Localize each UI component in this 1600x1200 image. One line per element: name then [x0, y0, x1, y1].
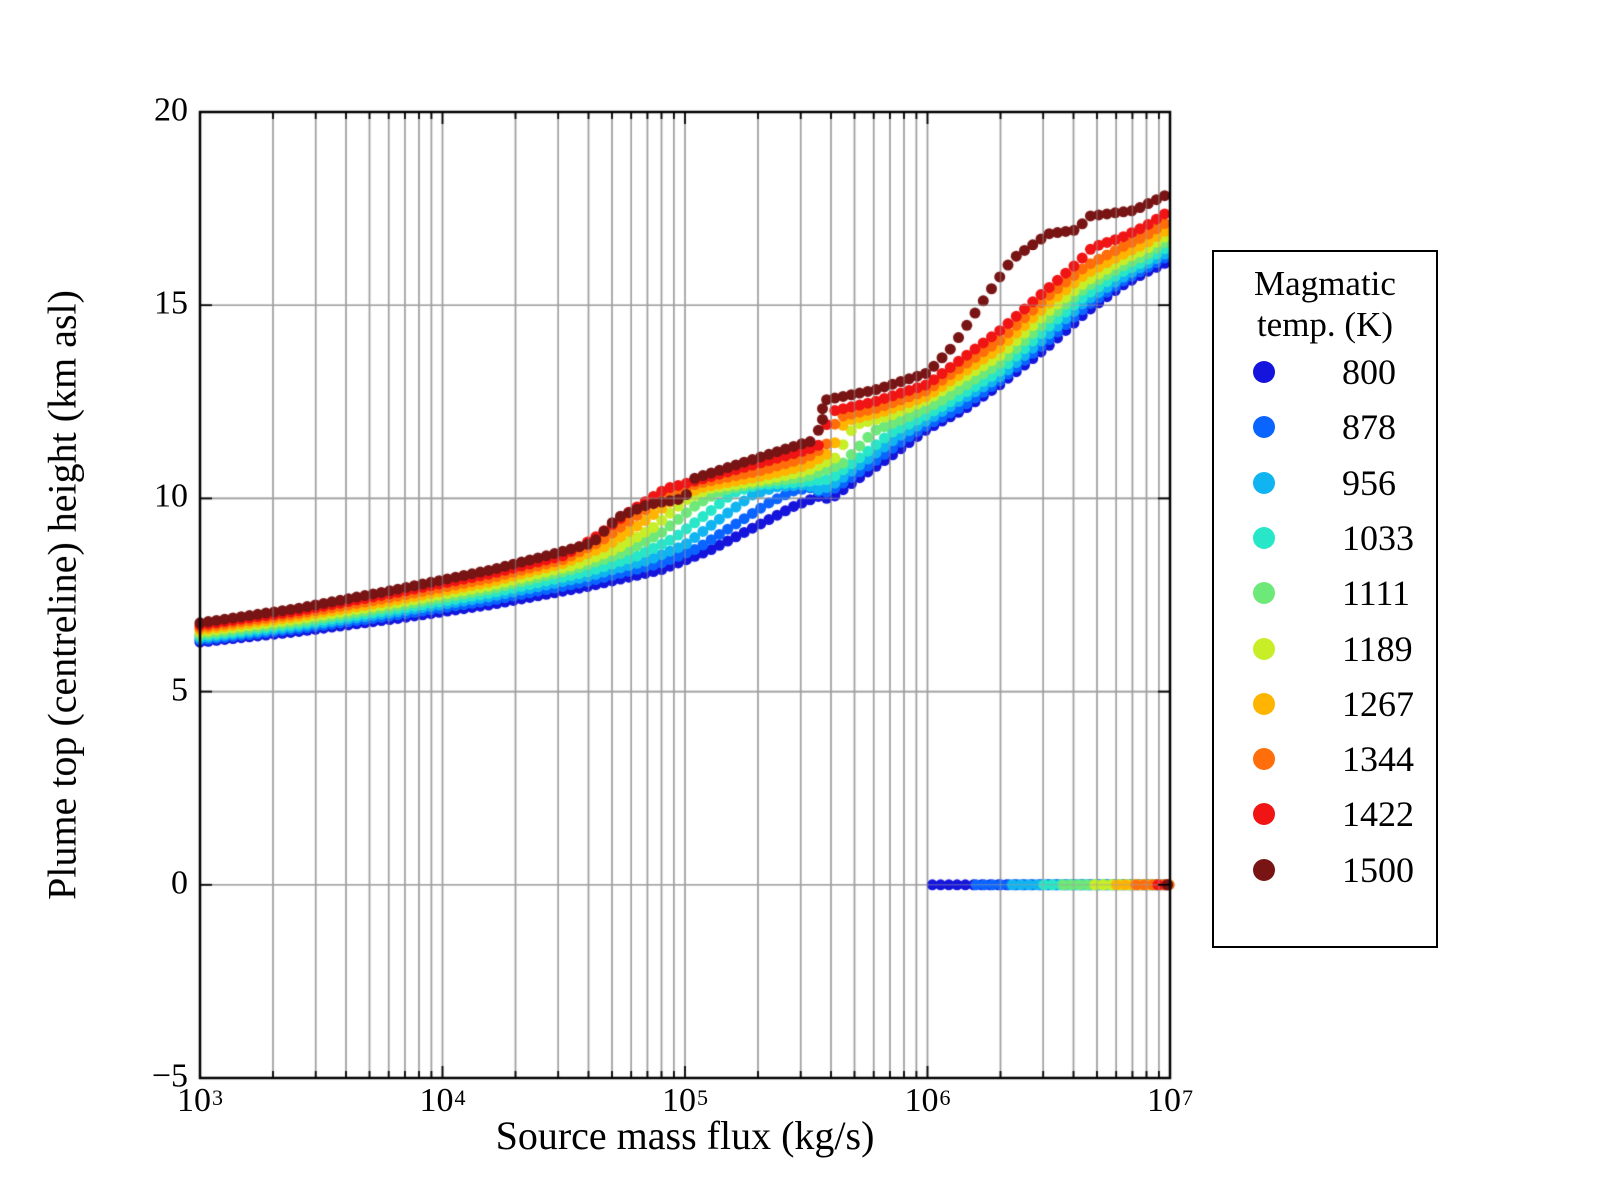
legend-dot-icon	[1253, 858, 1275, 881]
x-tick-base: 10	[904, 1082, 939, 1119]
x-tick-exponent: 3	[212, 1085, 223, 1110]
legend-dot-icon	[1253, 526, 1275, 549]
legend-entry: 1033	[1214, 511, 1436, 565]
legend-entry: 1189	[1214, 622, 1436, 676]
legend-entry: 956	[1214, 456, 1436, 510]
legend-entry: 1111	[1214, 566, 1436, 620]
x-tick-label: 104	[420, 1082, 466, 1120]
legend-entry: 1422	[1214, 787, 1436, 841]
y-tick-label: 20	[154, 91, 188, 129]
legend-dot-icon	[1253, 692, 1275, 715]
x-tick-label: 105	[662, 1082, 708, 1120]
legend-dot-icon	[1253, 471, 1275, 494]
legend-entry-label: 1344	[1342, 739, 1414, 780]
x-tick-label: 106	[905, 1082, 951, 1120]
legend-title-line1: Magmatic	[1254, 264, 1396, 303]
legend-entry: 1500	[1214, 843, 1436, 897]
x-tick-label: 107	[1147, 1082, 1193, 1120]
y-tick-label: −5	[151, 1057, 188, 1095]
legend-dot-icon	[1253, 748, 1275, 771]
legend-entry-label: 1189	[1342, 628, 1413, 669]
x-tick-exponent: 7	[1182, 1085, 1193, 1110]
x-tick-base: 10	[662, 1082, 696, 1119]
legend-entry: 800	[1214, 345, 1436, 399]
legend-entry-label: 1422	[1342, 794, 1414, 835]
legend-entry: 878	[1214, 400, 1436, 454]
legend-dot-icon	[1253, 361, 1275, 383]
x-tick-base: 10	[177, 1082, 211, 1119]
legend-entry: 1344	[1214, 732, 1436, 786]
legend-entry-label: 1500	[1342, 849, 1414, 890]
y-tick-label: 15	[154, 284, 188, 322]
legend-entry-label: 1267	[1342, 683, 1414, 724]
legend-entry: 1267	[1214, 677, 1436, 731]
y-tick-label: 5	[171, 671, 188, 709]
legend-dot-icon	[1253, 803, 1275, 826]
legend-entry-label: 800	[1342, 352, 1396, 392]
legend-entry-label: 956	[1342, 462, 1396, 503]
y-tick-label: 0	[171, 864, 188, 902]
y-tick-label: 10	[154, 477, 188, 515]
legend-dot-icon	[1253, 637, 1275, 660]
legend-box: Magmatic temp. (K) 800 878 956 1033 1111 1189…	[1212, 250, 1438, 948]
legend-entry-label: 1111	[1342, 573, 1410, 614]
x-tick-label: 103	[177, 1082, 223, 1120]
x-tick-exponent: 4	[454, 1085, 466, 1110]
x-tick-exponent: 5	[697, 1085, 708, 1110]
legend-dot-icon	[1253, 582, 1275, 605]
legend-title: Magmatic temp. (K)	[1214, 264, 1436, 345]
x-axis-label: Source mass flux (kg/s)	[495, 1113, 875, 1158]
x-tick-exponent: 6	[939, 1085, 951, 1110]
legend-entry-label: 1033	[1342, 517, 1414, 558]
legend-entry-label: 878	[1342, 407, 1396, 448]
x-tick-base: 10	[419, 1082, 454, 1119]
x-tick-base: 10	[1147, 1082, 1181, 1119]
legend-dot-icon	[1253, 416, 1275, 439]
y-axis-label: Plume top (centreline) height (km asl)	[39, 290, 85, 900]
legend-title-line2: temp. (K)	[1256, 304, 1394, 344]
